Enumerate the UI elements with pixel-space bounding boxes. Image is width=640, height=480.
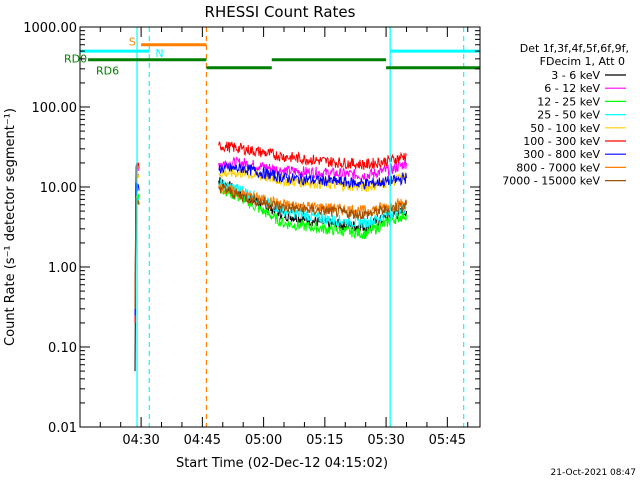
legend-item: 7000 - 15000 keV — [502, 175, 626, 188]
state-bar-label-saa: S — [129, 36, 136, 49]
legend-item: 300 - 800 keV — [523, 148, 626, 161]
legend-item-label: 800 - 7000 keV — [516, 161, 600, 174]
y-tick-label: 1.00 — [48, 261, 77, 276]
state-bar-label-decimation: RD0 — [64, 53, 87, 66]
state-bar-label-decimation2: RD6 — [96, 65, 119, 78]
series-line — [218, 184, 407, 240]
series-line — [218, 183, 407, 220]
series-line — [218, 161, 407, 190]
x-tick-label: 05:30 — [367, 433, 404, 448]
legend-item: 6 - 12 keV — [544, 82, 626, 95]
x-tick-label: 04:30 — [122, 433, 159, 448]
y-tick-label: 0.01 — [48, 421, 77, 436]
legend-item-label: 7000 - 15000 keV — [502, 175, 600, 188]
legend-item: 100 - 300 keV — [523, 135, 626, 148]
legend-item: 3 - 6 keV — [551, 69, 626, 82]
legend-item-label: 50 - 100 keV — [530, 122, 600, 135]
y-tick-label: 1000.00 — [23, 21, 77, 36]
x-tick-label: 05:00 — [245, 433, 282, 448]
x-axis-label: Start Time (02-Dec-12 04:15:02) — [176, 456, 388, 471]
y-tick-label: 10.00 — [40, 181, 77, 196]
legend-item-label: 6 - 12 keV — [544, 82, 600, 95]
y-axis-label: Count Rate (s⁻¹ detector segment⁻¹) — [3, 108, 18, 346]
y-tick-label: 0.10 — [48, 341, 77, 356]
state-bars: S N RD0 RD6 — [64, 36, 480, 78]
legend-item: 50 - 100 keV — [530, 122, 626, 135]
legend-item: 800 - 7000 keV — [516, 161, 626, 174]
x-tick-label: 05:45 — [429, 433, 466, 448]
vertical-markers — [136, 27, 465, 427]
chart-title: RHESSI Count Rates — [205, 3, 356, 21]
legend-item-label: 3 - 6 keV — [551, 69, 600, 82]
x-tick-label: 04:45 — [184, 433, 221, 448]
legend-item: 25 - 50 keV — [537, 109, 626, 122]
legend-item-label: 300 - 800 keV — [523, 148, 600, 161]
legend: Det 1f,3f,4f,5f,6f,9f, FDecim 1, Att 0 3… — [502, 42, 629, 188]
y-axis: 1000.00 100.00 10.00 1.00 0.10 0.01 — [23, 21, 480, 436]
state-bar-label-night: N — [155, 47, 163, 60]
x-tick-label: 05:15 — [306, 433, 343, 448]
y-tick-label: 100.00 — [32, 101, 78, 116]
legend-item-label: 100 - 300 keV — [523, 135, 600, 148]
plot-frame — [79, 26, 481, 428]
x-axis: 04:30 04:45 05:00 05:15 05:30 05:45 — [99, 27, 469, 448]
legend-item: 12 - 25 keV — [537, 95, 626, 108]
legend-item-label: 25 - 50 keV — [537, 109, 600, 122]
legend-item-label: 12 - 25 keV — [537, 95, 600, 108]
series-line — [218, 177, 407, 230]
plot-timestamp: 21-Oct-2021 08:47 — [551, 468, 636, 478]
legend-header-line1: Det 1f,3f,4f,5f,6f,9f, — [520, 42, 629, 55]
series-line — [218, 141, 407, 170]
legend-header-line2: FDecim 1, Att 0 — [540, 55, 625, 68]
series-line — [218, 165, 407, 193]
